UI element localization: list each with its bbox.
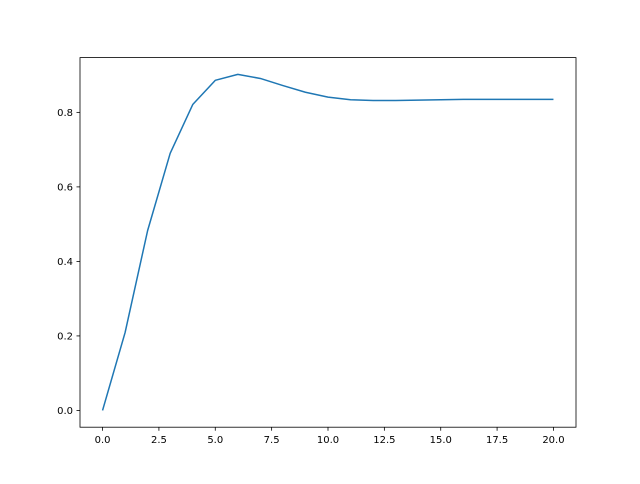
y-tick-label: 0.4 bbox=[57, 257, 73, 268]
x-tick-label: 20.0 bbox=[542, 435, 564, 446]
x-tick-label: 15.0 bbox=[430, 435, 452, 446]
x-tick-label: 12.5 bbox=[373, 435, 395, 446]
x-tick-label: 2.5 bbox=[151, 435, 167, 446]
x-tick-label: 0.0 bbox=[95, 435, 111, 446]
x-tick-label: 5.0 bbox=[207, 435, 223, 446]
y-tick-label: 0.2 bbox=[57, 332, 73, 343]
x-tick-label: 7.5 bbox=[264, 435, 280, 446]
x-tick-label: 10.0 bbox=[317, 435, 339, 446]
y-tick-label: 0.8 bbox=[57, 108, 73, 119]
y-tick-label: 0.0 bbox=[57, 406, 73, 417]
y-tick-label: 0.6 bbox=[57, 182, 73, 193]
axes-frame bbox=[79, 57, 577, 428]
x-tick-label: 17.5 bbox=[486, 435, 508, 446]
series-line bbox=[101, 73, 554, 411]
